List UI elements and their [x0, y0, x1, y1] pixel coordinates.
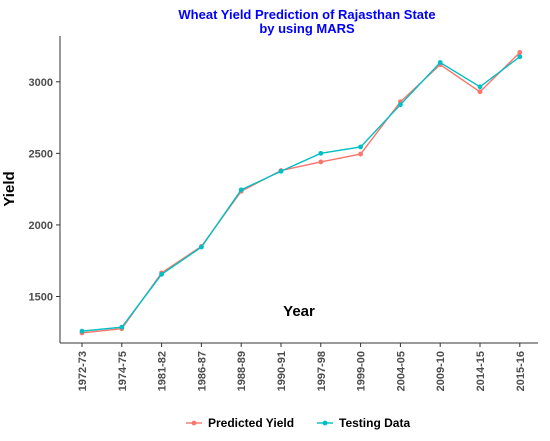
chart-title: Wheat Yield Prediction of Rajasthan Stat…: [178, 7, 435, 22]
testing-data-point: [398, 102, 403, 108]
x-axis-title: Year: [283, 303, 315, 320]
y-axis-title: Yield: [1, 171, 18, 206]
testing-data-point: [199, 244, 204, 250]
x-ticks: 1972-73 1974-75 1981-82 1986-87 1988-89 1990-…: [77, 343, 527, 391]
y-tick-label: 2000: [29, 220, 53, 232]
legend: Predicted Yield Testing Data: [186, 416, 410, 430]
testing-data-point: [477, 84, 483, 90]
x-tick-label: 2014-15: [475, 351, 487, 391]
y-tick-label: 3000: [29, 77, 53, 89]
x-tick-label: 1990-91: [276, 351, 288, 391]
x-tick-label: 1999-00: [356, 351, 368, 391]
predicted-yield-legend-marker: [191, 420, 197, 426]
predicted-yield-point: [477, 89, 483, 95]
x-tick-label: 1997-98: [316, 351, 328, 391]
x-tick-label: 2004-05: [395, 351, 407, 391]
x-tick-label: 2009-10: [435, 351, 447, 391]
y-tick-label: 1500: [29, 291, 53, 303]
testing-data-point: [318, 150, 324, 156]
testing-data-legend-label: Testing Data: [339, 416, 410, 430]
predicted-yield-point: [318, 159, 324, 165]
predicted-yield-point: [517, 50, 523, 55]
x-tick-label: 1974-75: [117, 351, 129, 391]
series-layer: [79, 50, 523, 336]
y-tick-label: 2500: [29, 148, 53, 160]
y-ticks: 1500 2000 2500 3000: [29, 77, 60, 303]
testing-data-point: [358, 144, 363, 150]
x-tick-label: 1972-73: [77, 351, 89, 391]
testing-data-point: [517, 54, 523, 60]
testing-data-point: [278, 168, 284, 174]
testing-data-line: [81, 56, 521, 332]
x-tick-label: 1986-87: [196, 351, 208, 391]
x-tick-label: 1981-82: [157, 351, 169, 391]
testing-data-point: [238, 187, 244, 193]
x-tick-label: 1988-89: [236, 351, 248, 391]
chart-subtitle: by using MARS: [259, 21, 355, 36]
testing-data-point: [159, 271, 165, 277]
predicted-yield-point: [358, 151, 363, 157]
x-tick-label: 2015-16: [515, 351, 527, 391]
predicted-yield-line: [81, 51, 521, 334]
testing-data-legend-marker: [322, 420, 328, 426]
testing-data-point: [437, 60, 443, 65]
testing-data-point: [119, 324, 125, 330]
predicted-yield-legend-label: Predicted Yield: [208, 416, 294, 430]
testing-data-point: [79, 328, 85, 334]
